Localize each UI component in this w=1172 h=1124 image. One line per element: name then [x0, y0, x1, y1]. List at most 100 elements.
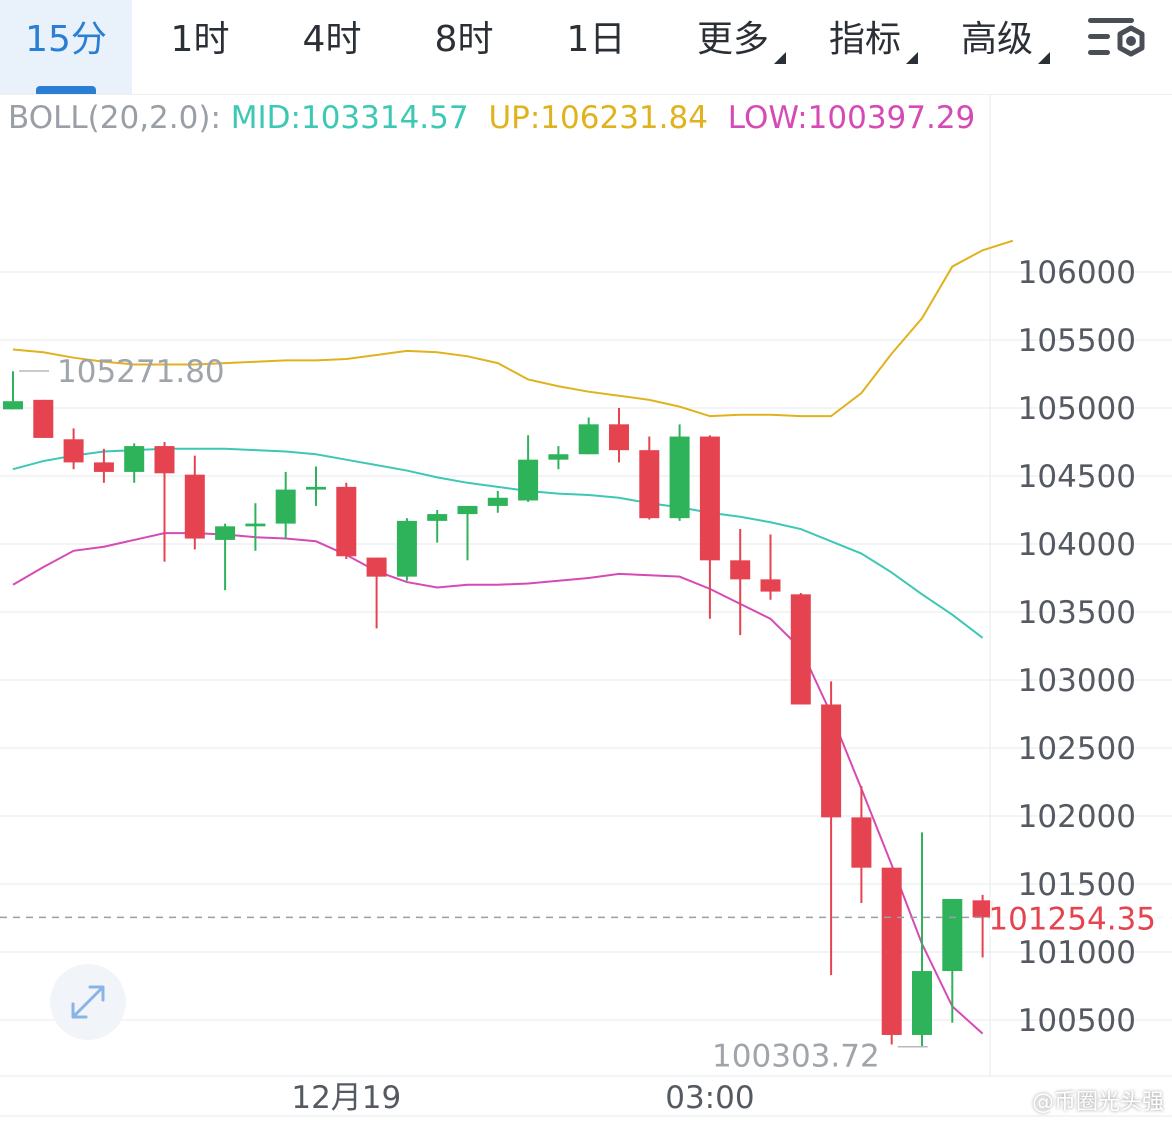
candle-bull[interactable]	[275, 471, 296, 539]
boll-up-line	[12, 239, 1014, 418]
candle-bear[interactable]	[730, 529, 751, 636]
candle-bull[interactable]	[578, 417, 599, 455]
tab-8h[interactable]: 8时	[410, 0, 518, 94]
candle-bear[interactable]	[63, 428, 84, 470]
candle-bull[interactable]	[396, 518, 417, 581]
candle-bull[interactable]	[306, 466, 326, 506]
dropdown-caret-icon	[1038, 52, 1050, 64]
candle-body	[912, 971, 932, 1035]
candle-body	[972, 900, 993, 918]
boll-mid-value: MID:103314.57	[230, 100, 469, 136]
candle-body	[275, 489, 296, 524]
boll-low-line	[12, 532, 984, 1035]
y-tick-label: 103000	[1018, 663, 1136, 699]
boll-up-value: UP:106231.84	[488, 100, 708, 136]
candle-bull[interactable]	[215, 523, 236, 591]
candle-bull[interactable]	[124, 443, 145, 483]
boll-low-value: LOW:100397.29	[727, 100, 976, 136]
tab-advanced-dropdown[interactable]: 高级	[958, 0, 1050, 94]
candle-bear[interactable]	[881, 867, 902, 1045]
candle-bear[interactable]	[972, 894, 993, 958]
candle-bear[interactable]	[760, 534, 781, 600]
candle-bear[interactable]	[336, 482, 357, 559]
candle-body	[851, 817, 872, 868]
tab-label: 更多	[696, 19, 769, 60]
candle-bull[interactable]	[942, 898, 963, 1023]
candle-bull[interactable]	[457, 505, 478, 561]
tab-label: 15分	[25, 19, 107, 60]
candle-bull[interactable]	[548, 446, 569, 470]
y-tick-label: 106000	[1018, 255, 1136, 291]
candle-body	[942, 898, 963, 972]
dropdown-caret-icon	[906, 52, 918, 64]
candle-body	[427, 514, 448, 521]
candle-bear[interactable]	[699, 435, 720, 619]
tab-1d[interactable]: 1日	[542, 0, 650, 94]
y-tick-label: 101000	[1018, 935, 1136, 971]
tab-label: 高级	[960, 19, 1033, 60]
tab-label: 8时	[434, 19, 494, 60]
candle-body	[639, 450, 660, 519]
candle-bear[interactable]	[851, 786, 872, 904]
expand-chart-button[interactable]	[50, 964, 126, 1040]
candle-bull[interactable]	[427, 510, 448, 543]
current-price-tag-bg	[990, 897, 1172, 938]
low-marker-label: 100303.72	[712, 1039, 880, 1075]
candle-body	[821, 704, 842, 818]
candle-bull[interactable]	[669, 424, 690, 521]
candle-body	[336, 486, 357, 557]
tab-4h[interactable]: 4时	[278, 0, 386, 94]
y-tick-label: 105500	[1018, 323, 1136, 359]
candle-body	[457, 505, 478, 515]
candle-bear[interactable]	[366, 557, 387, 629]
candle-body	[760, 579, 781, 592]
high-marker-label: 105271.80	[57, 354, 225, 390]
tab-more-dropdown[interactable]: 更多	[694, 0, 786, 94]
candle-body	[699, 436, 720, 561]
y-tick-label: 102500	[1018, 731, 1136, 767]
candle-body	[154, 446, 175, 474]
tab-indicators-dropdown[interactable]: 指标	[826, 0, 918, 94]
current-price-label: 101254.35	[988, 901, 1156, 937]
candle-bear[interactable]	[790, 592, 811, 705]
candle-bull[interactable]	[518, 435, 539, 502]
tab-1h[interactable]: 1时	[146, 0, 254, 94]
candle-body	[33, 399, 54, 438]
candle-body	[730, 560, 751, 580]
candle-bull[interactable]	[487, 490, 508, 513]
candle-body	[548, 454, 569, 460]
candle-bear[interactable]	[93, 448, 114, 483]
candle-bull[interactable]	[3, 371, 23, 410]
candle-bear[interactable]	[184, 455, 205, 550]
candle-body	[578, 424, 599, 455]
x-tick-label: 03:00	[665, 1080, 754, 1116]
boll-mid-line	[12, 447, 984, 639]
tab-label: 指标	[828, 19, 901, 60]
y-tick-label: 101500	[1018, 867, 1136, 903]
candle-body	[487, 497, 508, 506]
candle-bear[interactable]	[154, 442, 175, 562]
settings-sliders-gear-icon[interactable]	[1086, 14, 1150, 66]
candle-bear[interactable]	[821, 681, 842, 976]
candle-body	[609, 424, 629, 451]
tab-15min[interactable]: 15分	[0, 0, 132, 94]
candle-body	[518, 459, 539, 501]
y-tick-label: 104500	[1018, 459, 1136, 495]
candle-body	[124, 446, 145, 472]
candle-bull[interactable]	[912, 832, 932, 1048]
y-tick-label: 104000	[1018, 527, 1136, 563]
candle-body	[306, 486, 326, 490]
timeframe-tabbar: 15分 1时 4时 8时 1日 更多 指标 高级	[0, 0, 1172, 95]
candle-body	[669, 436, 690, 519]
candle-bull[interactable]	[245, 503, 266, 551]
candle-body	[366, 557, 387, 577]
candle-bear[interactable]	[33, 399, 54, 438]
candle-body	[245, 523, 266, 527]
candle-bear[interactable]	[639, 436, 660, 520]
expand-arrows-icon	[71, 985, 105, 1019]
candle-bear[interactable]	[609, 408, 629, 463]
tab-label: 4时	[302, 19, 362, 60]
y-tick-label: 100500	[1018, 1003, 1136, 1039]
candle-body	[881, 867, 902, 1035]
